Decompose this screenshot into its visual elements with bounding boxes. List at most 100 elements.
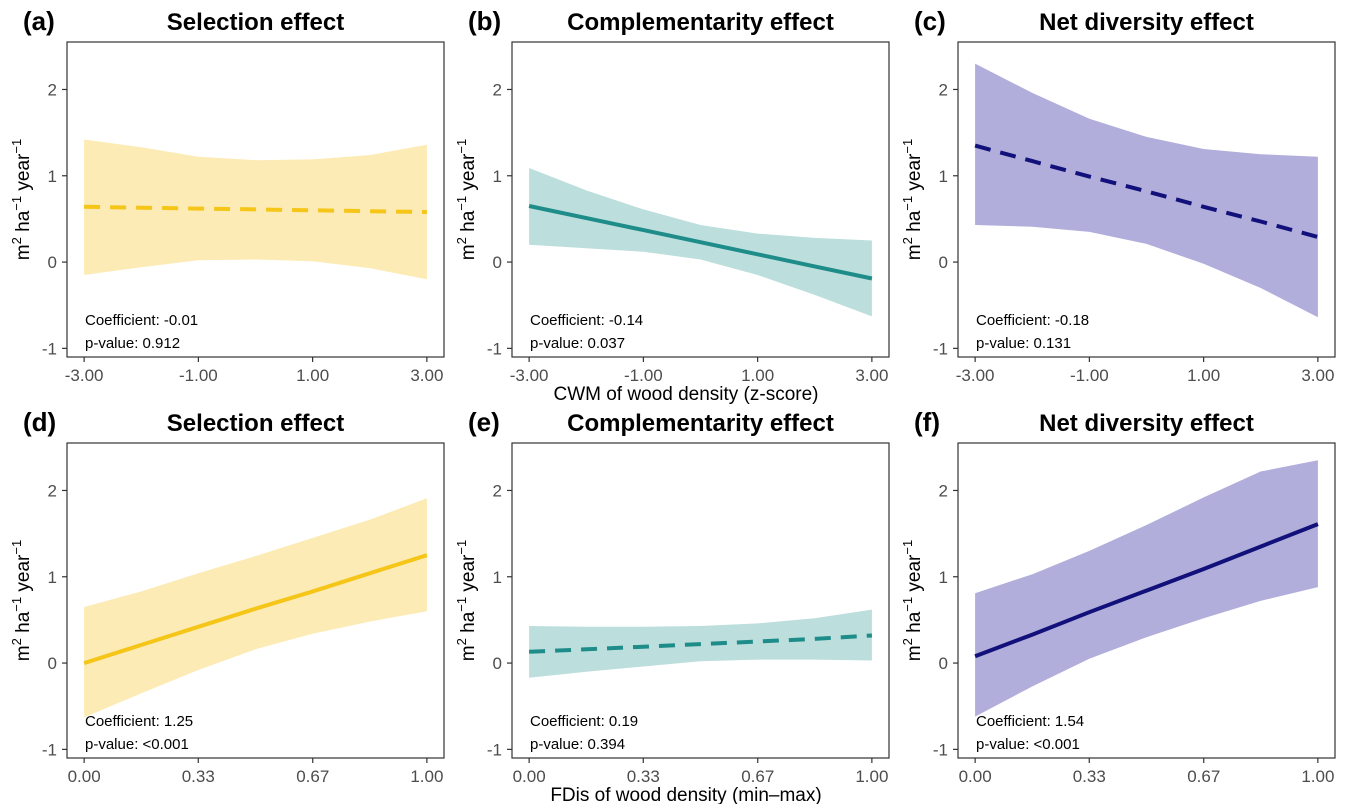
x-tick-label: 1.00: [1301, 767, 1334, 786]
y-tick-label: 1: [48, 568, 57, 587]
x-tick-label: 0.00: [959, 767, 992, 786]
confidence-band: [975, 63, 1318, 318]
x-tick-label: -1.00: [1070, 366, 1109, 385]
pvalue-label: p-value: 0.131: [976, 335, 1071, 352]
coefficient-label: Coefficient: 0.19: [530, 713, 638, 730]
y-tick-label: 0: [939, 654, 948, 673]
fitted-line: [974, 522, 1319, 659]
y-axis-label-unit: m: [458, 244, 479, 260]
y-axis-label-unit: year: [458, 554, 479, 597]
y-axis-label-unit: year: [13, 554, 34, 597]
y-axis-label-sup: −1: [454, 196, 469, 211]
y-axis-label: m2 ha−1 year−1: [900, 540, 925, 661]
panel-a: -1 0 1 2 -3.00 -1.00 1.00 3.00 (a) Selection effe…: [9, 6, 445, 385]
y-axis-label-unit: ha: [13, 210, 34, 237]
y-axis-label-sup: −1: [9, 196, 24, 211]
panel-title: Net diversity effect: [1039, 410, 1254, 437]
y-axis-label-unit: m: [904, 244, 925, 260]
pvalue-label: p-value: <0.001: [976, 736, 1080, 753]
panel-border: [511, 442, 890, 759]
y-tick-label: -1: [487, 740, 502, 759]
panel-tag: (b): [468, 6, 501, 36]
x-tick-label: 0.33: [182, 767, 215, 786]
y-axis-label-unit: year: [458, 153, 479, 196]
panel-f: -1 0 1 2 0.00 0.33 0.67 1.00 (f) Net diversity ef…: [900, 407, 1336, 786]
fitted-line: [84, 204, 427, 214]
pvalue-label: p-value: <0.001: [85, 736, 189, 753]
panel-border: [957, 41, 1336, 358]
y-tick-label: -1: [933, 740, 948, 759]
panel-tag: (f): [914, 407, 940, 437]
panel-e: -1 0 1 2 0.00 0.33 0.67 1.00 (e) Complementarity …: [454, 407, 890, 786]
y-axis-label-sup: −1: [900, 597, 915, 612]
y-axis-label: m2 ha−1 year−1: [454, 139, 479, 260]
x-tick-label: 1.00: [855, 767, 888, 786]
x-tick-label: 1.00: [1187, 366, 1220, 385]
y-tick-label: -1: [42, 740, 57, 759]
panel-border: [957, 442, 1336, 759]
y-tick-label: 0: [493, 654, 502, 673]
y-tick-label: -1: [933, 339, 948, 358]
x-axis-title-row1: CWM of wood density (z-score): [553, 384, 818, 405]
x-tick-label: -1.00: [179, 366, 218, 385]
y-axis-label-unit: m: [13, 645, 34, 661]
x-tick-label: 1.00: [410, 767, 443, 786]
y-axis-label-unit: ha: [13, 611, 34, 638]
y-axis-label-unit: year: [13, 153, 34, 196]
y-axis-label-sup: 2: [900, 237, 915, 244]
panel-tag: (e): [468, 407, 500, 437]
y-tick-label: 2: [493, 80, 502, 99]
y-axis-label-sup: −1: [900, 196, 915, 211]
x-tick-label: -1.00: [624, 366, 663, 385]
x-tick-label: 0.67: [296, 767, 329, 786]
panel-b: -1 0 1 2 -3.00 -1.00 1.00 3.00 (b) Complementarit…: [454, 6, 890, 385]
y-tick-label: 2: [939, 481, 948, 500]
y-tick-label: 1: [939, 167, 948, 186]
fitted-line: [974, 143, 1319, 239]
x-tick-label: 3.00: [1301, 366, 1334, 385]
panel-border: [511, 41, 890, 358]
y-tick-label: 1: [493, 167, 502, 186]
y-tick-label: -1: [487, 339, 502, 358]
y-axis-label-sup: −1: [454, 540, 469, 555]
x-tick-label: 0.67: [1187, 767, 1220, 786]
panel-title: Net diversity effect: [1039, 9, 1254, 36]
panel-border: [66, 442, 445, 759]
x-tick-label: 0.67: [741, 767, 774, 786]
x-tick-label: 0.33: [1073, 767, 1106, 786]
y-tick-label: 0: [493, 253, 502, 272]
x-axis-title-row2: FDis of wood density (min–max): [550, 785, 821, 804]
y-axis-label-sup: −1: [9, 139, 24, 154]
coefficient-label: Coefficient: 1.25: [85, 713, 193, 730]
x-tick-label: 0.00: [513, 767, 546, 786]
y-tick-label: 0: [939, 253, 948, 272]
x-tick-label: 3.00: [410, 366, 443, 385]
panel-title: Selection effect: [167, 9, 344, 36]
x-tick-label: 1.00: [741, 366, 774, 385]
panel-tag: (a): [23, 6, 55, 36]
y-tick-label: 2: [48, 80, 57, 99]
y-axis-label: m2 ha−1 year−1: [9, 540, 34, 661]
x-tick-label: 1.00: [296, 366, 329, 385]
y-axis-label-unit: ha: [458, 210, 479, 237]
panel-title: Complementarity effect: [567, 9, 834, 36]
y-tick-label: 0: [48, 253, 57, 272]
y-tick-label: 2: [493, 481, 502, 500]
y-tick-label: 1: [493, 568, 502, 587]
panel-title: Complementarity effect: [567, 410, 834, 437]
coefficient-label: Coefficient: -0.14: [530, 312, 643, 329]
y-tick-label: 2: [939, 80, 948, 99]
y-axis-label-sup: 2: [454, 237, 469, 244]
y-axis-label-unit: ha: [458, 611, 479, 638]
y-axis-label-sup: 2: [9, 638, 24, 645]
y-axis-label-sup: −1: [900, 540, 915, 555]
y-axis-label-sup: −1: [9, 540, 24, 555]
y-axis-label: m2 ha−1 year−1: [454, 540, 479, 661]
fitted-line: [83, 553, 428, 666]
fitted-line: [529, 633, 873, 654]
y-axis-label-sup: −1: [454, 597, 469, 612]
y-tick-label: -1: [42, 339, 57, 358]
panel-title: Selection effect: [167, 410, 344, 437]
x-tick-label: -3.00: [65, 366, 104, 385]
fitted-line: [528, 204, 873, 281]
